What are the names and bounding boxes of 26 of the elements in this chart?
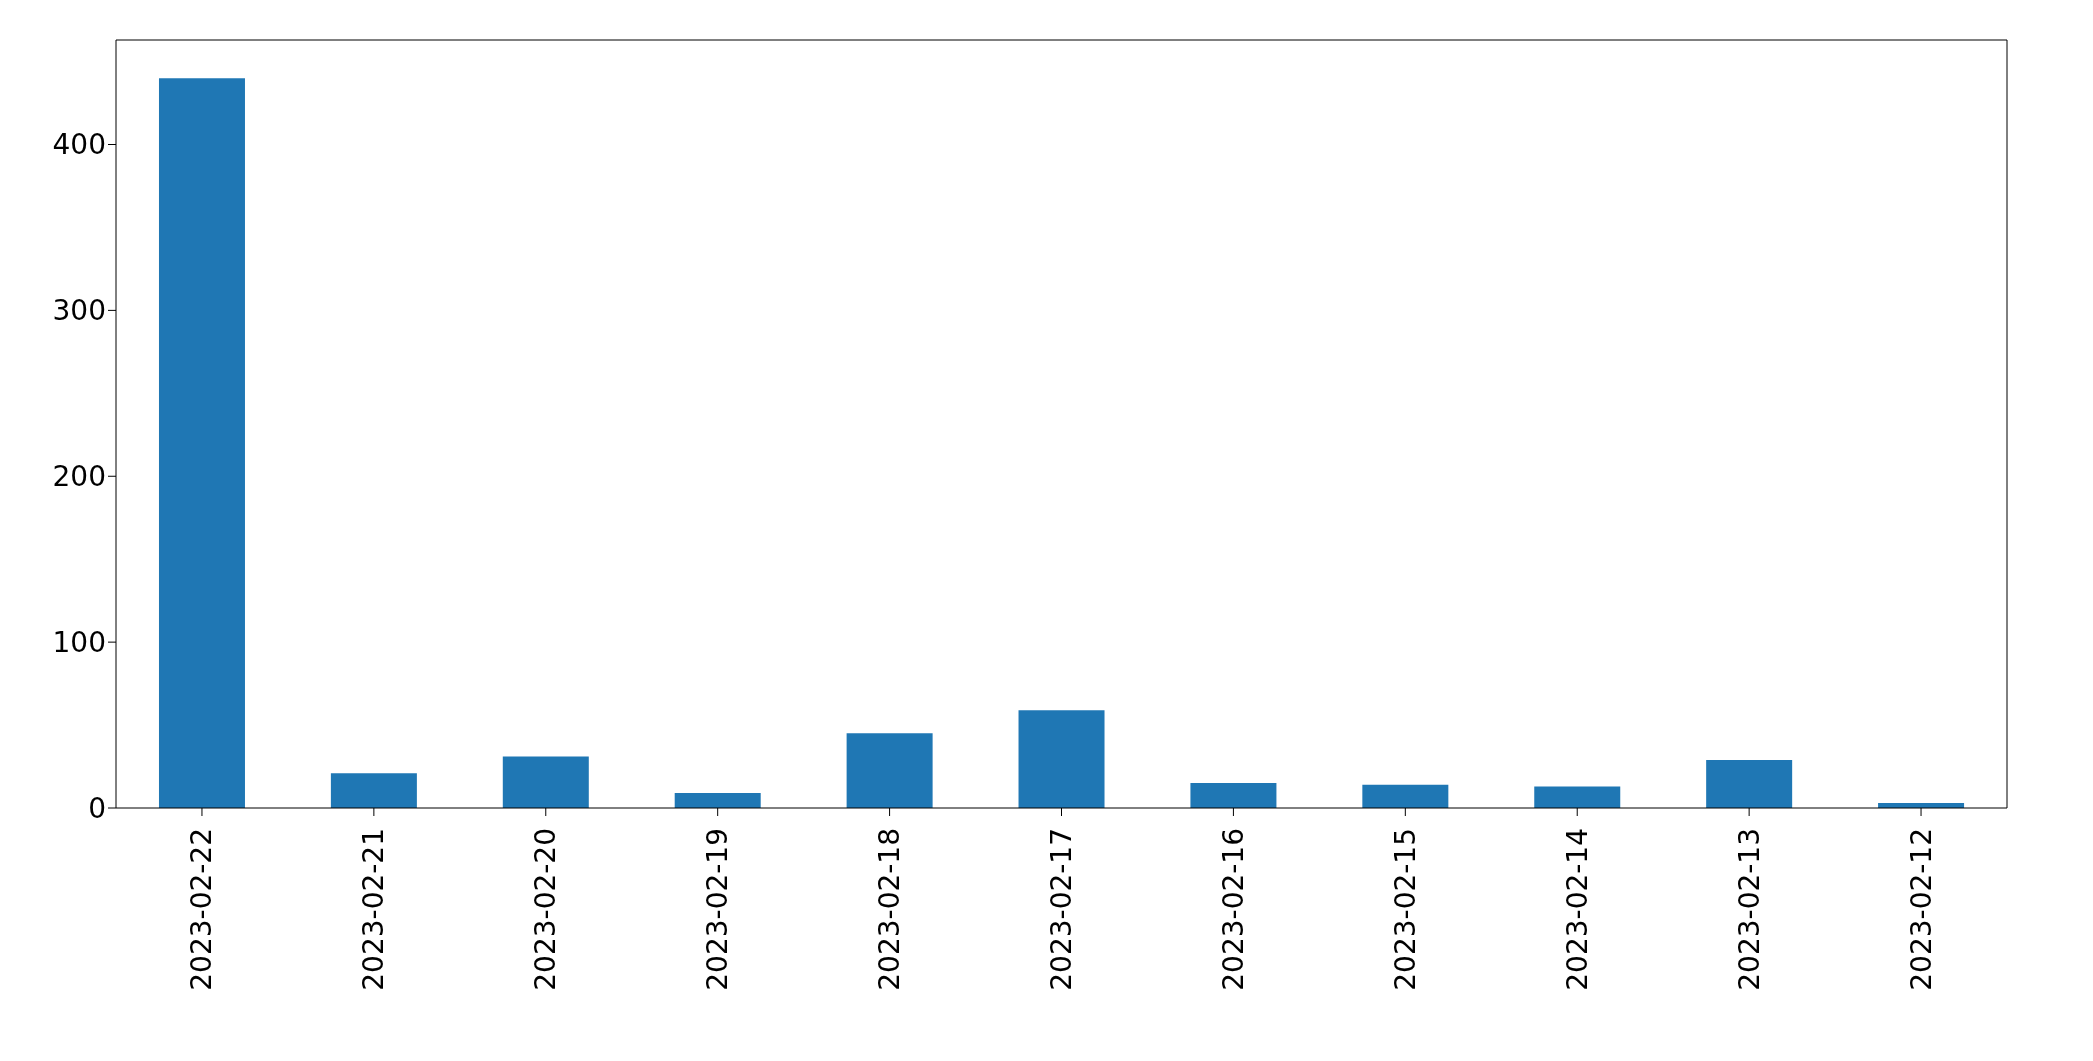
x-tick-label: 2023-02-13 bbox=[1732, 828, 1766, 991]
y-tick-label: 300 bbox=[52, 294, 106, 328]
bar bbox=[330, 773, 417, 808]
x-tick-label: 2023-02-14 bbox=[1560, 828, 1594, 991]
bar bbox=[1362, 784, 1449, 808]
x-tick-label: 2023-02-12 bbox=[1904, 828, 1938, 991]
y-tick-label: 100 bbox=[52, 626, 106, 660]
y-tick-label: 200 bbox=[52, 460, 106, 494]
x-tick-label: 2023-02-19 bbox=[701, 828, 735, 991]
bar bbox=[1190, 783, 1277, 808]
x-tick-label: 2023-02-15 bbox=[1388, 828, 1422, 991]
bar bbox=[1534, 786, 1621, 808]
y-tick-label: 0 bbox=[88, 791, 106, 825]
bar bbox=[158, 78, 245, 808]
x-tick-label: 2023-02-17 bbox=[1045, 828, 1078, 991]
x-tick-label: 2023-02-20 bbox=[529, 828, 563, 991]
y-tick-label: 400 bbox=[52, 128, 106, 162]
bar bbox=[1706, 759, 1793, 808]
x-tick-label: 2023-02-18 bbox=[873, 828, 907, 991]
x-tick-label: 2023-02-21 bbox=[357, 828, 391, 991]
bar bbox=[846, 733, 933, 808]
bar bbox=[502, 756, 589, 808]
x-tick-label: 2023-02-16 bbox=[1216, 828, 1250, 991]
bar bbox=[674, 793, 761, 808]
x-tick-label: 2023-02-22 bbox=[185, 828, 219, 991]
bar bbox=[1018, 710, 1105, 808]
